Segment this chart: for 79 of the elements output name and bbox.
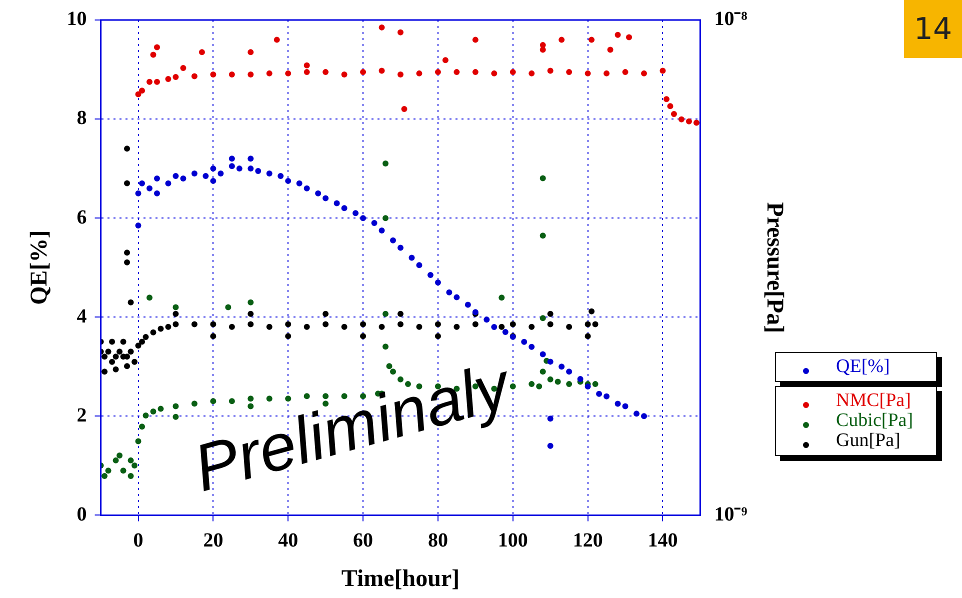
point [558, 36, 565, 43]
point [248, 49, 254, 56]
legend-label: Gun[Pa] [836, 430, 900, 452]
point [588, 36, 595, 43]
legend-label: QE[%] [836, 356, 890, 378]
point [139, 88, 146, 94]
y-axis-title: QE[%] [26, 230, 53, 305]
point [285, 70, 292, 76]
x-tick-label: 80 [428, 529, 448, 552]
point [150, 52, 156, 58]
y-tick-label: 8 [76, 107, 87, 130]
point [491, 70, 498, 76]
point [434, 69, 441, 76]
point [660, 68, 666, 74]
point [416, 70, 422, 76]
point [693, 120, 700, 126]
point [547, 68, 554, 74]
y2-tick-label: 10⁻⁹ [714, 503, 748, 526]
y2-tick-label: 10⁻⁸ [714, 8, 748, 30]
point [607, 46, 614, 53]
point [678, 116, 684, 122]
point [528, 70, 535, 76]
x-axis-title: Time[hour] [341, 566, 460, 592]
point [472, 69, 478, 76]
y-tick-label: 10 [66, 8, 87, 30]
point [584, 70, 591, 76]
point [622, 69, 628, 76]
point [198, 49, 205, 56]
point [454, 69, 460, 76]
point [135, 91, 142, 98]
point [472, 36, 478, 43]
x-tick-label: 120 [572, 529, 603, 552]
point [274, 36, 280, 43]
x-tick-label: 40 [278, 529, 298, 552]
y-tick-label: 6 [76, 206, 87, 228]
y-tick-label: 4 [76, 305, 87, 328]
point [304, 69, 310, 76]
point [322, 69, 329, 76]
point [228, 72, 235, 78]
point [604, 70, 610, 76]
legend-label: NMC[Pa] [836, 390, 911, 412]
point [191, 73, 198, 80]
point [378, 24, 385, 30]
point [304, 62, 310, 68]
legend-label: Cubic[Pa] [836, 410, 914, 432]
x-tick-label: 140 [648, 529, 678, 552]
point [172, 74, 179, 80]
point [146, 78, 152, 85]
point [266, 70, 272, 76]
point [398, 29, 404, 36]
x-tick-label: 60 [353, 529, 374, 552]
point [510, 69, 516, 76]
point [641, 70, 648, 76]
point [360, 69, 366, 76]
point [378, 68, 385, 74]
point [614, 32, 621, 38]
point [248, 72, 254, 78]
point [442, 57, 448, 64]
point [210, 72, 216, 78]
y-tick-label: 2 [76, 404, 87, 426]
point [401, 106, 408, 112]
point [398, 72, 404, 78]
point [667, 103, 674, 110]
point [670, 110, 677, 117]
x-tick-label: 100 [498, 529, 528, 552]
point [626, 34, 632, 40]
y-tick-label: 0 [76, 503, 87, 526]
text: 14 [904, 0, 962, 58]
point [165, 76, 172, 82]
point [663, 96, 670, 102]
x-tick-label: 20 [203, 529, 224, 552]
point [341, 72, 348, 78]
point [686, 118, 692, 124]
point [566, 69, 572, 76]
x-tick-label: 0 [133, 529, 144, 552]
point [154, 78, 160, 85]
y2-axis-title: Pressure[Pa] [761, 202, 788, 334]
point [154, 44, 160, 50]
point [180, 64, 186, 71]
